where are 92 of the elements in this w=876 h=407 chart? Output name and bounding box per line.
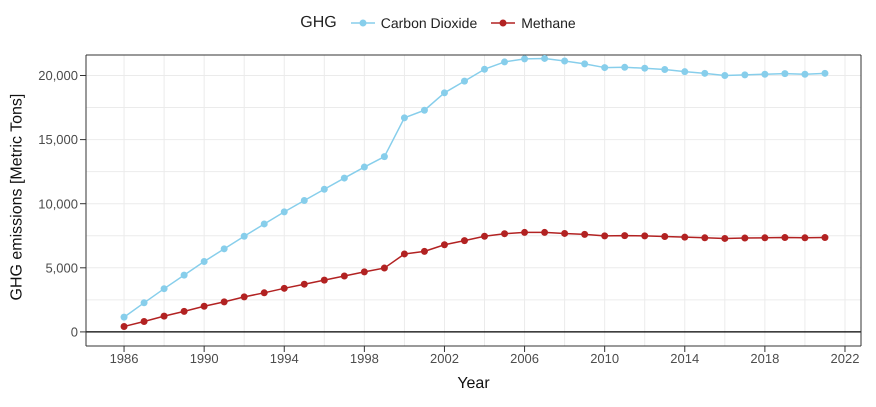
point (340, 174, 348, 182)
point (460, 237, 468, 244)
point (320, 276, 328, 284)
point (721, 72, 728, 80)
y-tick-label: 15,000 (38, 132, 78, 148)
point (440, 241, 448, 248)
point (621, 232, 628, 240)
point (641, 64, 648, 72)
point (601, 232, 608, 240)
legend-label: Carbon Dioxide (380, 15, 478, 31)
point (380, 153, 388, 160)
point (481, 232, 488, 240)
point (701, 70, 708, 77)
y-axis-title: GHG emissions [Metric Tons] (8, 94, 26, 300)
point (561, 58, 568, 65)
point (220, 245, 228, 252)
point (801, 70, 808, 78)
x-tick-label: 1990 (190, 351, 219, 366)
point (320, 186, 328, 193)
point (200, 258, 208, 266)
point (701, 234, 708, 242)
point (681, 68, 688, 76)
point (761, 234, 768, 242)
x-tick-label: 2006 (510, 351, 540, 366)
point (400, 250, 408, 258)
point (160, 285, 168, 292)
point (240, 293, 248, 300)
point (661, 233, 668, 240)
point (781, 70, 788, 78)
point (140, 318, 148, 326)
x-tick-label: 2010 (590, 351, 620, 366)
legend-title: GHG (300, 14, 337, 32)
y-tick-label: 0 (70, 324, 78, 340)
point (481, 66, 488, 73)
x-axis-title: Year (457, 375, 490, 392)
point (781, 234, 788, 242)
point (420, 106, 428, 114)
y-tick-label: 20,000 (38, 68, 78, 84)
point (741, 234, 748, 242)
point (400, 114, 408, 122)
point (300, 280, 308, 288)
point (260, 220, 268, 228)
point (460, 78, 468, 85)
point (180, 308, 188, 315)
point (821, 234, 828, 242)
point (200, 302, 208, 310)
point (641, 232, 648, 240)
point (160, 312, 168, 320)
x-tick-label: 2022 (830, 351, 860, 366)
point (140, 299, 148, 306)
point (260, 289, 268, 296)
point (821, 70, 828, 77)
point (120, 323, 128, 330)
point (360, 164, 368, 171)
point (521, 228, 528, 236)
x-tick-label: 2002 (430, 351, 459, 366)
point (180, 272, 188, 279)
x-tick-label: 1994 (270, 351, 299, 366)
point (541, 55, 548, 62)
point (501, 58, 508, 66)
point (761, 70, 768, 78)
point (120, 314, 128, 321)
point (721, 234, 728, 242)
point (581, 60, 588, 68)
point (541, 228, 548, 236)
y-tick-label: 5,000 (45, 260, 78, 276)
point (681, 234, 688, 241)
x-tick-label: 1998 (350, 351, 379, 366)
x-tick-label: 2018 (750, 351, 780, 366)
point (340, 272, 348, 280)
y-tick-label: 10,000 (38, 196, 78, 212)
point (501, 230, 508, 238)
point (661, 66, 668, 73)
point (561, 230, 568, 237)
point (360, 268, 368, 276)
point (621, 64, 628, 71)
legend-label: Methane (520, 15, 576, 31)
point (420, 248, 428, 255)
x-tick-label: 1986 (110, 351, 139, 366)
point (380, 264, 388, 272)
point (581, 230, 588, 238)
point (220, 298, 228, 306)
point (240, 232, 248, 240)
point (601, 64, 608, 72)
point (741, 71, 748, 78)
point (440, 89, 448, 96)
point (300, 197, 308, 204)
point (280, 208, 288, 216)
x-tick-label: 2014 (670, 351, 700, 366)
point (280, 284, 288, 292)
point (801, 234, 808, 242)
point (521, 55, 528, 62)
